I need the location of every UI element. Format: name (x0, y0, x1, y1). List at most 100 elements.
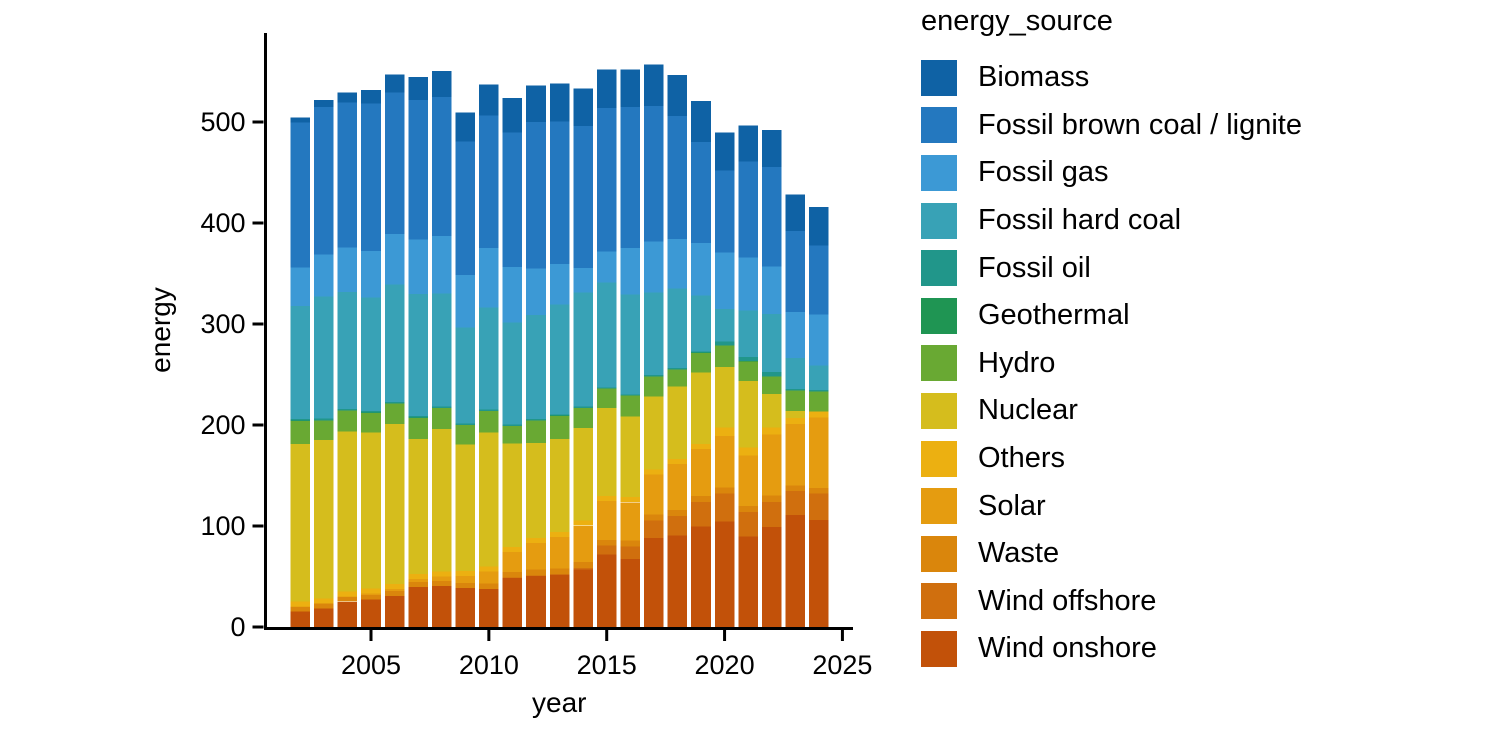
bar-segment (526, 419, 546, 421)
bar-segment (361, 411, 381, 413)
bar-segment (785, 485, 806, 492)
bar-segment (479, 409, 499, 411)
bar-segment (479, 115, 499, 248)
bar-segment (384, 423, 405, 584)
bar-segment (573, 568, 593, 570)
legend-label: Fossil gas (978, 156, 1109, 189)
bar-segment (667, 115, 688, 240)
bar-segment (455, 327, 476, 424)
legend-swatch (921, 250, 957, 287)
bar-segment (667, 386, 688, 459)
bar-segment (809, 488, 829, 494)
bar-segment (644, 292, 664, 376)
bar-segment (620, 497, 641, 503)
bar-segment (431, 580, 452, 587)
bar-segment (549, 532, 570, 537)
bar-segment (361, 103, 381, 251)
bar-segment (667, 464, 688, 510)
legend-label: Wind offshore (978, 584, 1157, 617)
bar-segment (596, 495, 617, 501)
bar-segment (714, 521, 735, 627)
legend-item: Fossil gas (921, 149, 1461, 197)
bar-segment (738, 505, 758, 512)
bar-segment (596, 388, 617, 408)
bar-segment (361, 89, 381, 104)
bar-segment (691, 444, 711, 449)
bar-segment (809, 411, 829, 418)
bar-segment (644, 538, 664, 627)
bar-segment (455, 141, 476, 275)
bar-segment (620, 394, 641, 396)
bar-segment (384, 584, 405, 589)
bar-segment (644, 520, 664, 539)
legend-label: Solar (978, 489, 1046, 522)
bar-segment (809, 365, 829, 390)
bar-segment (573, 88, 593, 126)
legend-item: Fossil brown coal / lignite (921, 102, 1461, 150)
bar-segment (714, 493, 735, 522)
legend-swatch (921, 488, 957, 525)
bar-segment (290, 305, 311, 419)
bar-segment (290, 420, 311, 444)
bar-segment (596, 282, 617, 388)
bar-segment (809, 493, 829, 520)
bar-segment (549, 414, 570, 416)
y-tick-label: 300 (200, 309, 245, 339)
bar-segment (667, 515, 688, 536)
bar-segment (431, 293, 452, 407)
bar-segment (691, 295, 711, 352)
bar-segment (502, 132, 523, 267)
legend-item: Fossil hard coal (921, 197, 1461, 245)
bar-segment (384, 596, 405, 627)
bar-segment (526, 420, 546, 443)
bar-segment (431, 70, 452, 98)
bar-segment (337, 247, 358, 293)
legend-label: Geothermal (978, 299, 1130, 332)
bar-segment (738, 536, 758, 627)
bar-segment (691, 501, 711, 527)
y-tick-label: 100 (200, 511, 245, 541)
bar-segment (314, 100, 334, 108)
y-tick-label: 500 (200, 107, 245, 137)
bar-segment (809, 391, 829, 412)
bar-segment (455, 112, 476, 142)
bar-segment (761, 495, 782, 502)
bar-segment (809, 519, 829, 627)
bar-segment (691, 243, 711, 296)
legend-item: Wind onshore (921, 625, 1461, 673)
bar-segment (408, 578, 428, 582)
bar-segment (573, 525, 593, 563)
bar-segment (620, 540, 641, 547)
legend-label: Fossil oil (978, 251, 1091, 284)
bar-segment (337, 410, 358, 432)
bar-segment (455, 576, 476, 583)
bar-segment (573, 292, 593, 407)
bar-segment (785, 194, 806, 231)
bar-segment (596, 554, 617, 627)
bar-segment (502, 425, 523, 444)
bar-segment (573, 408, 593, 428)
bar-segment (691, 526, 711, 627)
bar-segment (526, 315, 546, 420)
bar-segment (761, 314, 782, 372)
bar-segment (361, 593, 381, 595)
bar-segment (738, 357, 758, 362)
bar-segment (644, 64, 664, 106)
y-tick-label: 400 (200, 208, 245, 238)
bar-segment (761, 427, 782, 435)
x-tick-label: 2025 (812, 650, 872, 680)
bar-segment (479, 411, 499, 433)
x-tick-label: 2010 (459, 650, 519, 680)
bar-segment (644, 469, 664, 475)
bar-segment (573, 569, 593, 627)
bar-segment (408, 587, 428, 627)
bar-segment (361, 588, 381, 594)
legend-label: Biomass (978, 61, 1090, 94)
bar-segment (573, 125, 593, 268)
bar-segment (714, 170, 735, 253)
bar-segment (479, 566, 499, 572)
bar-segment (549, 439, 570, 532)
bar-segment (691, 142, 711, 244)
